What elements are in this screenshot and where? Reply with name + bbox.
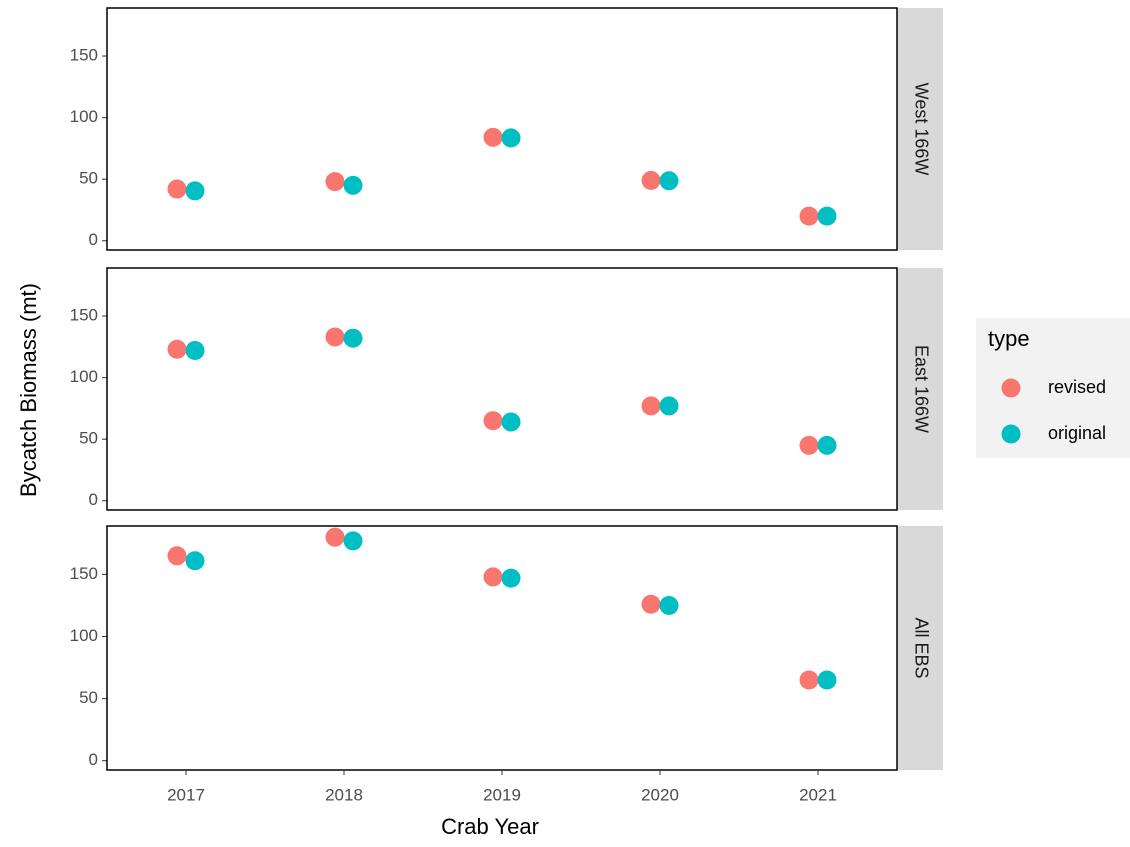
strip — [897, 8, 943, 250]
panel — [107, 526, 897, 770]
x-axis-title: Crab Year — [441, 814, 539, 839]
y-tick-label: 0 — [89, 490, 98, 509]
strip — [897, 526, 943, 770]
dot — [483, 127, 503, 147]
x-tick-label: 2017 — [167, 785, 205, 804]
dot — [817, 435, 837, 455]
legend-key — [1001, 378, 1021, 398]
dot — [325, 527, 345, 547]
strip-label: West 166W — [911, 83, 931, 176]
y-tick-label: 100 — [70, 367, 98, 386]
y-tick-label: 100 — [70, 626, 98, 645]
panel — [107, 8, 897, 250]
dot — [167, 546, 187, 566]
panel — [107, 268, 897, 510]
dot — [483, 567, 503, 587]
y-tick-label: 0 — [89, 230, 98, 249]
y-axis-title: Bycatch Biomass (mt) — [16, 283, 41, 497]
dot — [659, 171, 679, 191]
dot — [641, 594, 661, 614]
y-tick-label: 50 — [79, 169, 98, 188]
y-tick-label: 150 — [70, 564, 98, 583]
x-tick-label: 2020 — [641, 785, 679, 804]
dot — [167, 339, 187, 359]
x-tick-label: 2021 — [799, 785, 837, 804]
strip — [897, 268, 943, 510]
strip-label: East 166W — [911, 345, 931, 433]
panel-border — [106, 7, 898, 251]
dot — [817, 670, 837, 690]
dot — [501, 128, 521, 148]
legend-label: revised — [1048, 377, 1106, 397]
dot — [501, 412, 521, 432]
dot — [343, 328, 363, 348]
y-tick-label: 50 — [79, 429, 98, 448]
legend-title: type — [988, 326, 1030, 351]
dot — [659, 396, 679, 416]
dot — [167, 179, 187, 199]
strip-label: All EBS — [911, 617, 931, 678]
y-tick-label: 150 — [70, 46, 98, 65]
dot — [817, 206, 837, 226]
dot — [799, 206, 819, 226]
y-tick-label: 50 — [79, 688, 98, 707]
dot — [185, 551, 205, 571]
x-tick-label: 2018 — [325, 785, 363, 804]
dot — [799, 670, 819, 690]
dot — [325, 172, 345, 192]
dot — [641, 396, 661, 416]
y-tick-label: 100 — [70, 107, 98, 126]
panel-border — [106, 267, 898, 511]
y-tick-label: 0 — [89, 750, 98, 769]
legend-label: original — [1048, 423, 1106, 443]
dot — [659, 595, 679, 615]
dot — [641, 170, 661, 190]
dot — [343, 531, 363, 551]
dot — [325, 327, 345, 347]
dot — [799, 435, 819, 455]
x-tick-label: 2019 — [483, 785, 521, 804]
dot — [483, 411, 503, 431]
dot — [343, 175, 363, 195]
dot — [185, 181, 205, 201]
legend-key — [1001, 424, 1021, 444]
y-tick-label: 150 — [70, 306, 98, 325]
dot — [185, 341, 205, 361]
dot — [501, 568, 521, 588]
